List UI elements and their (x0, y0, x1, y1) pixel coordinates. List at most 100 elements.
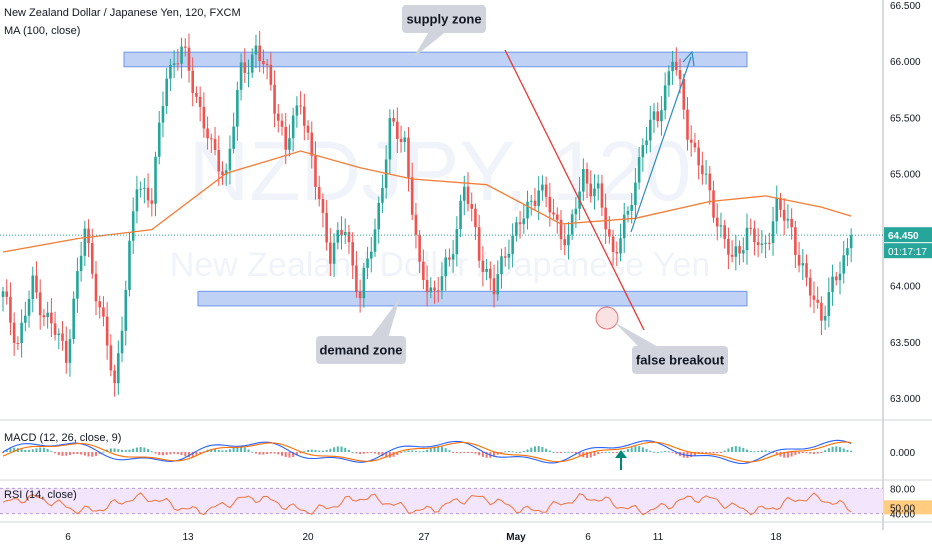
candle-body (362, 267, 366, 299)
candle-body (247, 72, 250, 74)
candle-body (325, 212, 328, 243)
candle-body (165, 78, 168, 107)
supply-zone[interactable] (123, 51, 748, 68)
candle-body (1, 291, 5, 297)
macd-hist-bar (478, 452, 481, 456)
candle-body (808, 277, 812, 296)
descending-trendline[interactable] (504, 49, 645, 331)
macd-hist-bar (307, 449, 310, 452)
candle-body (340, 230, 343, 236)
candle-body (343, 232, 347, 236)
macd-hist-bar (522, 450, 525, 452)
candle-body (221, 171, 224, 175)
macd-hist-bar (9, 448, 12, 452)
candle-body (462, 186, 466, 201)
macd-hist-bar (314, 450, 317, 452)
macd-hist-bar (437, 446, 440, 452)
candle-body (697, 147, 700, 166)
macd-hist-bar (113, 448, 116, 452)
macd-hist-bar (548, 450, 551, 452)
macd-hist-bar (645, 449, 648, 452)
macd-hist-bar (474, 452, 477, 454)
candle-body (842, 255, 846, 274)
symbol-title: New Zealand Dollar / Japanese Yen, 120, … (4, 7, 241, 19)
demand-callout-text: demand zone (319, 343, 402, 358)
candle-body (671, 61, 674, 72)
candle-body (596, 183, 600, 189)
rsi-tick-label: 50.00 (890, 503, 915, 514)
candle-body (753, 228, 756, 243)
macd-hist-bar (35, 448, 38, 452)
candle-body (295, 105, 299, 116)
candle-body (9, 296, 12, 323)
candle-body (191, 70, 195, 94)
macd-hist-bar (139, 447, 142, 452)
macd-hist-bar (132, 448, 135, 452)
macd-hist-bar (340, 446, 343, 452)
price-tick-label: 65.000 (890, 169, 921, 180)
candle-body (83, 228, 87, 256)
rsi-band (0, 488, 883, 514)
macd-hist-bar (649, 450, 652, 452)
macd-hist-bar (560, 452, 562, 453)
macd-hist-bar (158, 452, 161, 455)
candle-body (555, 214, 559, 220)
macd-hist-bar (749, 450, 752, 452)
macd-hist-bar (236, 446, 239, 452)
macd-hist-bar (716, 452, 719, 454)
candle-body (79, 255, 83, 272)
macd-hist-bar (28, 449, 31, 452)
candle-body (652, 111, 656, 120)
candle-body (619, 238, 622, 254)
candle-body (265, 64, 269, 66)
macd-hist-bar (165, 452, 168, 455)
candle-body (600, 183, 604, 208)
watermark-ticker: NZDJPY, 120 (189, 124, 692, 218)
macd-hist-bar (537, 446, 540, 452)
macd-hist-bar (199, 452, 202, 454)
candle-body (351, 242, 354, 266)
candle-body (548, 196, 552, 213)
macd-hist-bar (723, 450, 726, 452)
candle-body (511, 235, 514, 254)
macd-hist-bar (719, 452, 722, 453)
candle-body (143, 187, 146, 189)
candle-body (574, 208, 578, 215)
macd-hist-bar (846, 449, 849, 452)
time-tick-label: 20 (302, 532, 314, 543)
candle-body (172, 63, 176, 66)
macd-hist-bar (772, 452, 775, 453)
projection-arrow-line[interactable] (630, 56, 692, 233)
candle-body (187, 47, 191, 71)
macd-hist-bar (370, 452, 373, 453)
candle-body (20, 322, 23, 344)
macd-hist-bar (91, 452, 94, 457)
macd-hist-bar (630, 447, 633, 452)
candle-body (630, 204, 633, 211)
macd-hist-bar (351, 451, 354, 453)
macd-hist-bar (46, 448, 49, 452)
macd-hist-bar (68, 452, 71, 455)
macd-hist-bar (355, 452, 358, 454)
macd-hist-bar (790, 452, 793, 457)
candle-body (448, 257, 451, 260)
candle-body (202, 106, 206, 129)
macd-hist-bar (303, 451, 306, 453)
candle-body (377, 202, 381, 230)
macd-hist-bar (284, 452, 287, 457)
candle-body (436, 290, 440, 292)
macd-hist-bar (173, 452, 176, 454)
macd-hist-bar (426, 449, 429, 452)
candle-body (500, 256, 503, 275)
candle-body (533, 200, 537, 206)
price-tick-label: 63.000 (890, 394, 921, 405)
macd-up-arrowhead (615, 450, 627, 458)
candle-body (50, 312, 53, 324)
ma-legend: MA (100, close) (4, 25, 81, 37)
macd-hist-bar (850, 450, 853, 452)
candle-body (686, 109, 689, 140)
macd-hist-bar (768, 451, 771, 453)
demand-zone[interactable] (197, 290, 748, 307)
